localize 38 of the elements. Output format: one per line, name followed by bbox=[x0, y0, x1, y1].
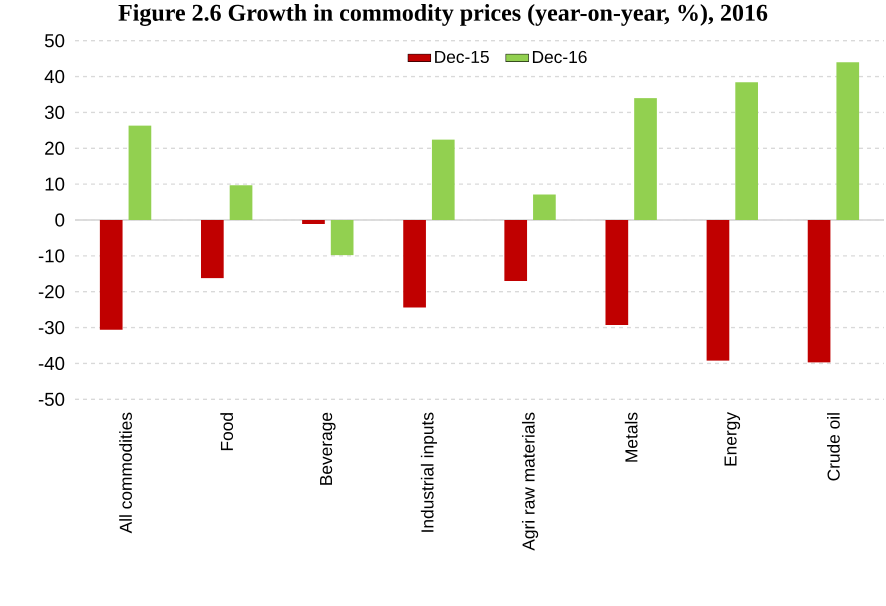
x-tick-label: Energy bbox=[724, 412, 740, 466]
bar bbox=[706, 220, 730, 361]
legend-label: Dec-15 bbox=[435, 50, 489, 64]
bar bbox=[403, 220, 426, 308]
x-tick-label: Beverage bbox=[320, 412, 336, 485]
bar bbox=[330, 220, 354, 256]
bar bbox=[504, 220, 528, 281]
x-tick-label: Food bbox=[220, 413, 234, 450]
y-tick-label: 30 bbox=[44, 106, 64, 120]
chart-title: Figure 2.6 Growth in commodity prices (year-on-year, %), 2016 bbox=[118, 4, 768, 26]
y-tick-label: -20 bbox=[38, 285, 64, 298]
x-tick-label: Crude oil bbox=[827, 413, 840, 480]
bar bbox=[432, 140, 455, 220]
bar bbox=[230, 185, 252, 220]
bar bbox=[634, 98, 657, 220]
bar bbox=[128, 126, 152, 220]
y-tick-label: -30 bbox=[38, 320, 64, 334]
y-tick-label: 20 bbox=[45, 142, 64, 155]
y-tick-label: -10 bbox=[38, 249, 64, 262]
bar bbox=[200, 220, 224, 278]
bar bbox=[533, 194, 556, 220]
bar bbox=[735, 82, 758, 220]
bar bbox=[302, 220, 325, 224]
y-tick-label: -50 bbox=[38, 392, 64, 406]
y-tick-label: 50 bbox=[44, 34, 64, 48]
legend-label: Dec-16 bbox=[532, 50, 587, 64]
y-tick-label: 10 bbox=[46, 178, 64, 191]
y-tick-label: 0 bbox=[55, 213, 64, 227]
bar bbox=[100, 220, 123, 330]
bar bbox=[605, 220, 628, 326]
bar bbox=[808, 220, 830, 362]
x-tick-label: Agri raw materials bbox=[522, 412, 538, 551]
bar bbox=[836, 62, 860, 220]
x-tick-label: Industrial inputs bbox=[420, 412, 438, 532]
x-tick-label: All commodities bbox=[119, 412, 132, 534]
y-tick-label: 40 bbox=[44, 70, 64, 84]
y-tick-label: -40 bbox=[38, 356, 64, 370]
x-tick-label: Metals bbox=[624, 412, 638, 462]
